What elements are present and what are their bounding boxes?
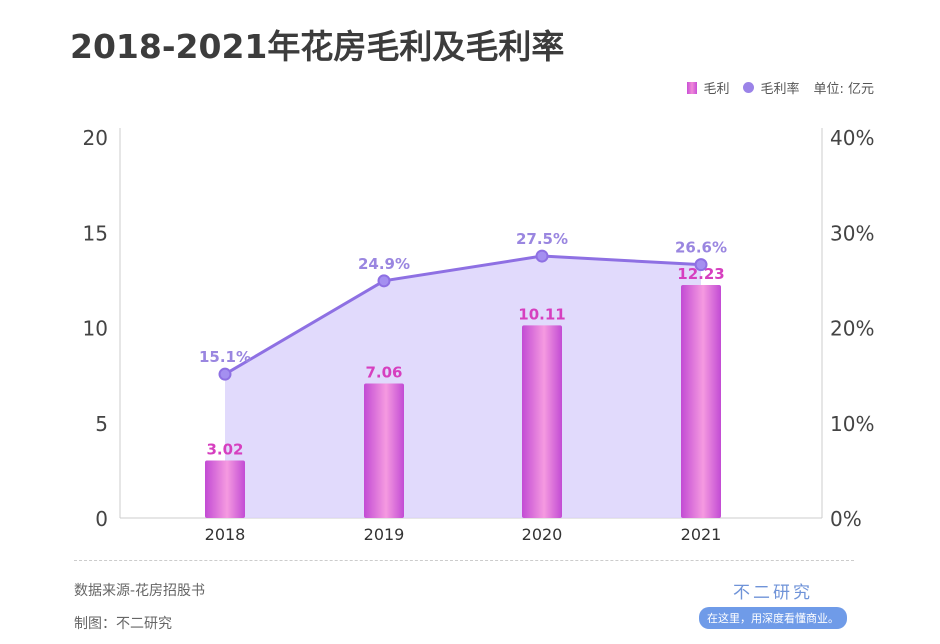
bar-value-label: 12.23 — [677, 265, 724, 283]
left-tick-label: 10 — [83, 317, 108, 341]
legend-bar-label: 毛利 — [703, 82, 730, 97]
chart-title: 2018-2021年花房毛利及毛利率 — [70, 27, 565, 66]
divider — [74, 560, 854, 561]
right-tick-label: 40% — [830, 126, 874, 150]
rate-value-label: 15.1% — [199, 348, 251, 366]
bar-value-label: 3.02 — [206, 440, 243, 458]
left-tick-label: 20 — [83, 126, 108, 150]
bar-value-label: 7.06 — [365, 364, 402, 382]
right-tick-label: 30% — [830, 221, 874, 245]
right-tick-label: 0% — [830, 507, 862, 531]
brand-logo: 不二研究 在这里，用深度看懂商业。 — [688, 578, 858, 629]
left-tick-label: 0 — [95, 507, 108, 531]
bar-2018 — [205, 460, 245, 518]
rate-point — [694, 258, 708, 272]
unit-label: 单位: 亿元 — [813, 82, 874, 97]
bar-2019 — [364, 383, 404, 518]
brand-tagline: 在这里，用深度看懂商业。 — [699, 607, 847, 629]
legend: 毛利 毛利率 单位: 亿元 — [687, 78, 874, 97]
right-tick-label: 10% — [830, 412, 874, 436]
brand-name: 不二研究 — [733, 583, 813, 603]
bar-2021 — [681, 285, 721, 518]
rate-value-label: 26.6% — [675, 239, 727, 257]
left-tick-label: 15 — [83, 221, 108, 245]
x-tick-label: 2021 — [681, 525, 722, 544]
legend-line-label: 毛利率 — [760, 82, 800, 97]
rate-point — [535, 249, 549, 263]
legend-bar-swatch — [687, 81, 698, 94]
chart-svg: 0 5 10 15 20 0% 10% 20% 30% 40% 3.02 7.06 10.11 12.23… — [83, 126, 875, 544]
rate-point — [218, 367, 232, 381]
rate-area — [225, 256, 701, 518]
x-tick-label: 2018 — [205, 525, 246, 544]
made-by-note: 制图：不二研究 — [74, 616, 172, 632]
rate-point — [377, 274, 391, 288]
bar-2020 — [522, 325, 562, 518]
source-note: 数据来源-花房招股书 — [74, 583, 206, 599]
rate-value-label: 27.5% — [516, 230, 568, 248]
left-tick-label: 5 — [95, 412, 108, 436]
rate-value-label: 24.9% — [358, 255, 410, 273]
bar-value-label: 10.11 — [518, 305, 565, 323]
rate-line — [224, 254, 702, 376]
x-tick-label: 2019 — [364, 525, 405, 544]
x-tick-label: 2020 — [522, 525, 563, 544]
right-tick-label: 20% — [830, 317, 874, 341]
legend-line-swatch — [743, 82, 755, 93]
